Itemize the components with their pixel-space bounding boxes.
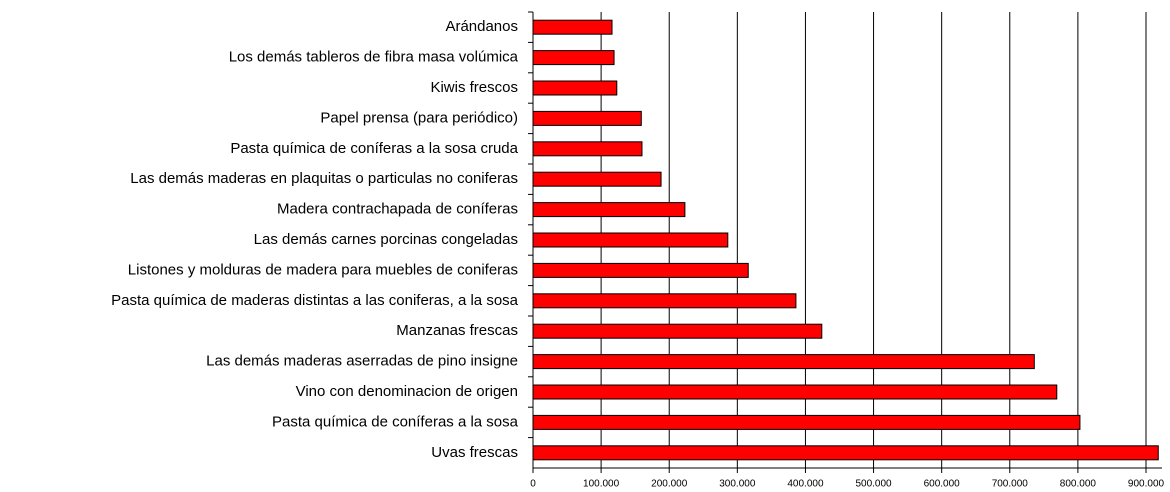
y-tick-label: Las demás maderas aserradas de pino insi… [206, 353, 518, 370]
bar [532, 293, 797, 309]
y-tick-label: Listones y molduras de madera para muebl… [128, 261, 518, 278]
bar [532, 262, 749, 278]
y-tick-label: Pasta química de coníferas a la sosa [272, 413, 519, 430]
x-tick-label: 0 [530, 479, 536, 490]
y-tick-label: Manzanas frescas [396, 322, 518, 339]
x-tick-label: 200.000 [651, 479, 688, 490]
bar [532, 323, 823, 339]
x-tick-label: 500.000 [855, 479, 892, 490]
y-tick-label: Arándanos [445, 18, 518, 35]
bar [532, 202, 686, 218]
x-tick-label: 400.000 [787, 479, 824, 490]
bar [532, 19, 613, 35]
y-tick-label: Los demás tableros de fibra masa volúmic… [229, 49, 519, 66]
bar [532, 414, 1081, 430]
bar [532, 384, 1058, 400]
x-tick-label: 300.000 [719, 479, 756, 490]
y-tick-label: Kiwis frescos [430, 79, 518, 96]
bar [532, 50, 615, 66]
y-tick-label: Papel prensa (para periódico) [320, 109, 518, 126]
x-tick-label: 700.000 [992, 479, 1029, 490]
y-tick-label: Pasta química de coníferas a la sosa cru… [230, 140, 518, 157]
bar [532, 141, 643, 157]
y-tick-label: Las demás maderas en plaquitas o particu… [130, 170, 518, 187]
x-tick-label: 100.000 [583, 479, 620, 490]
x-tick-label: 900.000 [1128, 479, 1165, 490]
bar [532, 80, 618, 96]
y-tick-label: Pasta química de maderas distintas a las… [111, 292, 519, 309]
bar [532, 110, 642, 126]
x-tick-label: 800.000 [1060, 479, 1097, 490]
y-tick-label: Las demás carnes porcinas congeladas [254, 231, 518, 248]
y-tick-label: Madera contrachapada de coníferas [277, 201, 518, 218]
y-tick-label: Vino con denominacion de origen [296, 383, 518, 400]
bar [532, 354, 1035, 370]
bar [532, 445, 1159, 461]
bar [532, 232, 729, 248]
bar [532, 171, 662, 187]
x-tick-label: 600.000 [924, 479, 961, 490]
y-tick-label: Uvas frescas [431, 444, 518, 461]
